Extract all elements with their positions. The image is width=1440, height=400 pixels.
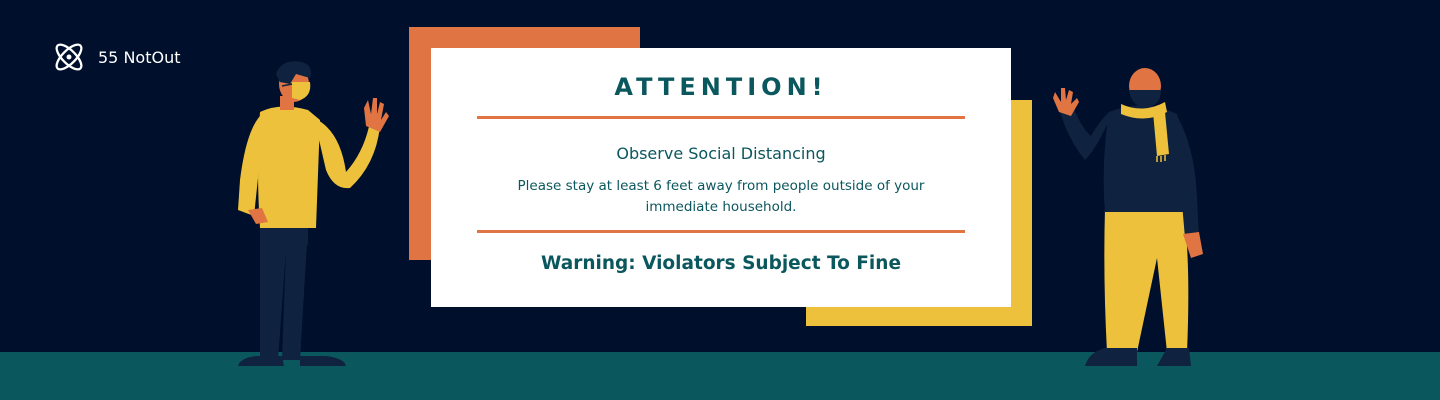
floor-band [0,352,1440,400]
brand-name: 55 NotOut [98,47,181,67]
person-wearing-mask-illustration [238,61,389,366]
notice-title: ATTENTION! [614,73,828,101]
atom-icon [55,43,83,71]
notice-card: ATTENTION! Observe Social Distancing Ple… [431,48,1011,307]
notice-body: Please stay at least 6 feet away from pe… [517,178,925,215]
notice-warning: Warning: Violators Subject To Fine [540,253,901,274]
divider-bottom [477,230,965,233]
divider-top [477,116,965,119]
notice-subtitle: Observe Social Distancing [616,144,826,163]
brand-logo[interactable]: 55 NotOut [50,38,180,76]
person-wearing-mask-illustration [1053,68,1203,366]
